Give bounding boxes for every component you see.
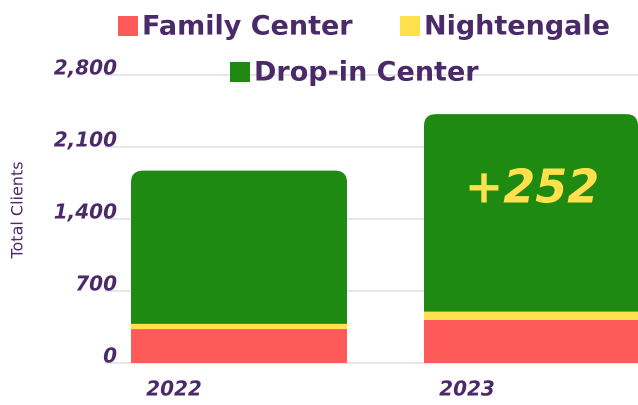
y-tick-label: 2,100 <box>54 128 117 152</box>
legend-label: Family Center <box>142 11 353 42</box>
legend-label: Nightengale <box>424 11 610 42</box>
x-tick-label: 2023 <box>439 377 495 401</box>
bar-segment <box>424 319 638 363</box>
bar-segment <box>131 329 347 363</box>
bar-segment <box>131 170 347 324</box>
bar-segment <box>424 114 638 312</box>
bar-segment <box>131 323 347 330</box>
bar-segment <box>424 311 638 320</box>
y-tick-label: 2,800 <box>54 56 117 80</box>
y-tick-label: 700 <box>75 272 117 296</box>
legend-swatch <box>118 16 138 36</box>
legend-label: Drop-in Center <box>254 57 479 88</box>
x-tick-label: 2022 <box>146 377 202 401</box>
y-tick-label: 0 <box>103 344 117 368</box>
annotation: +252 <box>465 160 600 214</box>
legend-swatch <box>230 62 250 82</box>
y-tick-label: 1,400 <box>54 200 117 224</box>
legend-swatch <box>400 16 420 36</box>
y-axis-label: Total Clients <box>8 161 27 259</box>
